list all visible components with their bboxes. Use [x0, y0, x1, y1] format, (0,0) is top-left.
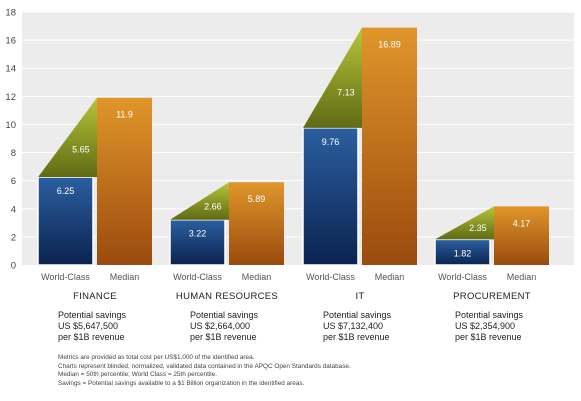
y-tick-label: 10 — [5, 120, 16, 131]
median-bar — [97, 97, 152, 265]
savings-text: US $2,664,000 — [190, 321, 250, 331]
y-tick-label: 2 — [11, 232, 16, 243]
savings-text: Potential savings — [323, 310, 392, 320]
savings-text: per $1B revenue — [323, 332, 390, 342]
savings-text: per $1B revenue — [455, 332, 522, 342]
difference-value-label: 2.66 — [204, 202, 222, 212]
footnote-line: Metrics are provided as total cost per U… — [58, 354, 255, 361]
footnotes: Metrics are provided as total cost per U… — [58, 354, 351, 388]
group-name-label: IT — [355, 291, 364, 302]
difference-triangle — [38, 97, 97, 178]
world-class-bar — [302, 127, 359, 266]
y-tick-label: 4 — [11, 204, 16, 215]
savings-text: per $1B revenue — [58, 332, 125, 342]
y-tick-label: 14 — [5, 64, 16, 75]
y-tick-label: 8 — [11, 148, 16, 159]
group-name-label: FINANCE — [73, 291, 117, 302]
savings-text: US $2,354,900 — [455, 321, 515, 331]
group-name-label: HUMAN RESOURCES — [176, 291, 278, 302]
footnote-line: Charts represent blinded, normalized, va… — [58, 362, 351, 370]
difference-value-label: 7.13 — [337, 88, 355, 98]
y-tick-label: 0 — [11, 261, 16, 272]
footnote-line: Median = 50th percentile; World Class = … — [58, 371, 218, 379]
savings-text: Potential savings — [190, 310, 259, 320]
median-value-label: 4.17 — [513, 218, 531, 228]
y-tick-label: 18 — [5, 8, 16, 19]
world-class-bar — [169, 218, 226, 266]
savings-text: US $7,132,400 — [323, 321, 383, 331]
group-name-label: PROCUREMENT — [453, 291, 531, 302]
y-tick-label: 6 — [11, 176, 16, 187]
x-tick-label: World-Class — [438, 272, 487, 282]
x-tick-label: Median — [507, 272, 537, 282]
y-tick-label: 12 — [5, 92, 16, 103]
world-class-value-label: 9.76 — [322, 137, 340, 147]
world-class-value-label: 6.25 — [57, 186, 75, 196]
x-tick-label: World-Class — [41, 272, 90, 282]
savings-text: per $1B revenue — [190, 332, 257, 342]
world-class-bar — [434, 238, 491, 266]
y-tick-label: 16 — [5, 36, 16, 47]
x-tick-label: Median — [110, 272, 140, 282]
median-value-label: 5.89 — [248, 194, 266, 204]
difference-value-label: 2.35 — [469, 223, 487, 233]
x-tick-label: World-Class — [306, 272, 355, 282]
x-tick-label: Median — [242, 272, 272, 282]
savings-text: US $5,647,500 — [58, 321, 118, 331]
world-class-value-label: 1.82 — [454, 248, 472, 258]
x-tick-label: Median — [375, 272, 405, 282]
median-bar — [362, 27, 417, 265]
footnote-line: Savings = Potential savings available to… — [58, 379, 305, 387]
difference-triangle — [435, 206, 494, 240]
difference-triangle — [303, 27, 362, 128]
difference-value-label: 5.65 — [72, 144, 90, 154]
world-class-bar — [37, 176, 94, 266]
savings-text: Potential savings — [58, 310, 127, 320]
median-value-label: 16.89 — [378, 40, 401, 50]
savings-text: Potential savings — [455, 310, 524, 320]
world-class-value-label: 3.22 — [189, 229, 207, 239]
median-bar — [494, 206, 549, 265]
median-bar — [229, 182, 284, 265]
difference-triangle — [170, 182, 229, 220]
median-value-label: 11.9 — [116, 110, 133, 120]
x-tick-label: World-Class — [173, 272, 222, 282]
